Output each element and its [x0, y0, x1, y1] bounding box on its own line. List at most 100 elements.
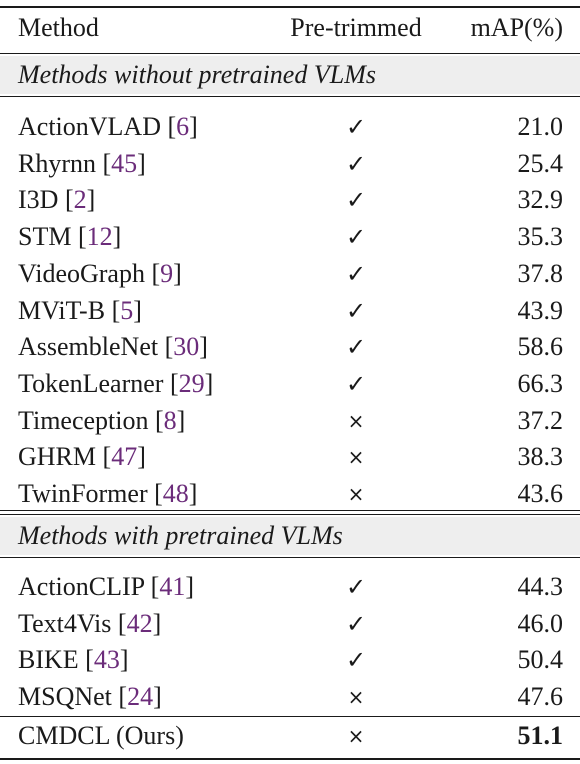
table-row: Timeception [8] × 37.2: [0, 403, 580, 439]
map-value: 37.2: [517, 405, 564, 435]
citation-ref[interactable]: 48: [162, 479, 189, 508]
map-value: 25.4: [517, 148, 564, 178]
method-cell: GHRM [47]: [18, 442, 146, 472]
check-icon: ✓: [345, 186, 367, 215]
cross-icon: ×: [347, 482, 365, 506]
citation-ref[interactable]: 29: [178, 368, 205, 398]
method-name: Rhyrnn: [18, 148, 96, 178]
section-rule: [0, 96, 580, 97]
citation-ref[interactable]: 6: [176, 112, 190, 141]
map-value: 32.9: [517, 185, 564, 215]
citation-ref[interactable]: 41: [159, 572, 186, 601]
method-name: STM: [18, 222, 72, 252]
map-value: 66.3: [517, 368, 564, 398]
check-icon: ✓: [345, 149, 367, 178]
method-name: CMDCL (Ours): [18, 721, 184, 750]
table-row: I3D [2] ✓ 32.9: [0, 182, 580, 218]
ours-rule: [0, 716, 580, 717]
method-cell: I3D [2]: [18, 185, 96, 215]
check-icon: ✓: [345, 296, 367, 325]
map-value: 35.3: [517, 222, 564, 252]
table-row: GHRM [47] × 38.3: [0, 439, 580, 475]
section-title: Methods with pretrained VLMs: [18, 521, 343, 550]
section-without-vlms: Methods without pretrained VLMs: [0, 56, 580, 94]
header-pretrimmed: Pre-trimmed: [290, 13, 422, 42]
map-value: 50.4: [517, 645, 564, 675]
check-icon: ✓: [345, 573, 367, 601]
table-row: VideoGraph [9] ✓ 37.8: [0, 256, 580, 292]
method-name: MViT-B: [18, 295, 106, 325]
method-name: VideoGraph: [18, 258, 145, 288]
header-rule: [0, 53, 580, 54]
map-value: 43.9: [517, 295, 564, 325]
citation-ref[interactable]: 30: [173, 332, 200, 362]
method-name: ActionVLAD: [18, 112, 161, 141]
method-name: Timeception: [18, 405, 149, 435]
citation-ref[interactable]: 24: [127, 681, 154, 711]
map-value: 51.1: [517, 721, 564, 750]
method-name: BIKE: [18, 645, 79, 675]
map-value: 46.0: [517, 608, 564, 638]
method-name: TwinFormer: [18, 479, 148, 508]
table-row: TokenLearner [29] ✓ 66.3: [0, 366, 580, 402]
method-cell: Text4Vis [42]: [18, 608, 162, 638]
citation-ref[interactable]: 9: [160, 258, 174, 288]
method-cell: TwinFormer [48]: [18, 479, 198, 508]
check-icon: ✓: [345, 646, 367, 675]
citation-ref[interactable]: 12: [86, 222, 113, 252]
method-cell: Timeception [8]: [18, 405, 186, 435]
method-name: Text4Vis: [18, 608, 112, 638]
method-name: I3D: [18, 185, 59, 215]
table-row: Text4Vis [42] ✓ 46.0: [0, 606, 580, 642]
section-rule: [0, 557, 580, 558]
check-icon: ✓: [345, 369, 367, 398]
map-value: 47.6: [517, 681, 564, 711]
bottom-rule: [0, 758, 580, 760]
map-value: 21.0: [517, 112, 564, 141]
group-rule: [0, 510, 580, 511]
citation-ref[interactable]: 5: [120, 295, 134, 325]
header-row: Method Pre-trimmed mAP(%): [0, 10, 580, 46]
method-cell: MSQNet [24]: [18, 681, 162, 711]
map-value: 43.6: [517, 479, 564, 508]
method-cell: AssembleNet [30]: [18, 332, 208, 362]
citation-ref[interactable]: 43: [93, 645, 120, 675]
map-value: 37.8: [517, 258, 564, 288]
check-icon: ✓: [345, 259, 367, 288]
table-row: TwinFormer [48] × 43.6: [0, 476, 580, 512]
method-cell: Rhyrnn [45]: [18, 148, 146, 178]
method-name: GHRM: [18, 442, 97, 472]
table-row: STM [12] ✓ 35.3: [0, 219, 580, 255]
check-icon: ✓: [345, 223, 367, 252]
citation-ref[interactable]: 2: [73, 185, 87, 215]
check-icon: ✓: [345, 609, 367, 638]
cross-icon: ×: [347, 408, 365, 433]
ours-row: CMDCL (Ours) × 51.1: [0, 718, 580, 754]
map-value: 44.3: [517, 572, 564, 601]
method-cell: BIKE [43]: [18, 645, 129, 675]
table-row: BIKE [43] ✓ 50.4: [0, 642, 580, 678]
section-title: Methods without pretrained VLMs: [18, 60, 376, 89]
section-with-vlms: Methods with pretrained VLMs: [0, 517, 580, 555]
citation-ref[interactable]: 42: [126, 608, 153, 638]
method-cell: VideoGraph [9]: [18, 258, 182, 288]
table-row: MViT-B [5] ✓ 43.9: [0, 293, 580, 329]
method-name: ActionCLIP: [18, 572, 145, 601]
method-cell: TokenLearner [29]: [18, 368, 214, 398]
table-row: AssembleNet [30] ✓ 58.6: [0, 329, 580, 365]
cross-icon: ×: [347, 684, 365, 709]
method-cell: MViT-B [5]: [18, 295, 142, 325]
citation-ref[interactable]: 45: [111, 148, 138, 178]
citation-ref[interactable]: 47: [111, 442, 138, 472]
check-icon: ✓: [345, 113, 367, 141]
citation-ref[interactable]: 8: [163, 405, 177, 435]
table-row: ActionVLAD [6] ✓ 21.0: [0, 109, 580, 145]
map-value: 58.6: [517, 332, 564, 362]
map-value: 38.3: [517, 442, 564, 472]
top-rule: [0, 6, 580, 8]
method-cell: ActionCLIP [41]: [18, 572, 194, 601]
method-cell: ActionVLAD [6]: [18, 112, 198, 141]
header-method: Method: [18, 13, 99, 42]
table-row: Rhyrnn [45] ✓ 25.4: [0, 146, 580, 182]
header-map: mAP(%): [470, 13, 563, 42]
